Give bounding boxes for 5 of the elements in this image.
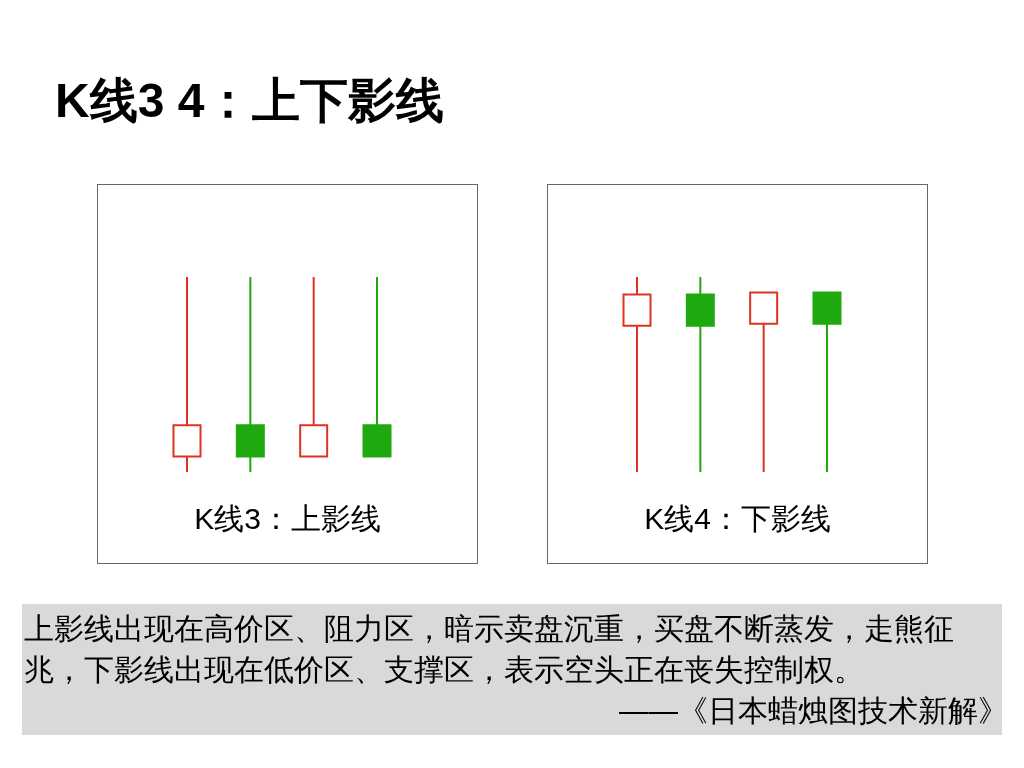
text: ——《日本蜡烛图技术新解》 xyxy=(618,693,1008,729)
text: K线3：上影线 xyxy=(193,501,382,537)
text: K线4：下影线 xyxy=(643,501,832,537)
text: 上影线出现在高价区、阻力区，暗示卖盘沉重，买盘不断蒸发，走熊征兆，下影线出现在低价区、支撑区，表示空头正在丧失控制权。 xyxy=(24,611,955,688)
text: K线3 4：上下影线 xyxy=(55,73,445,129)
